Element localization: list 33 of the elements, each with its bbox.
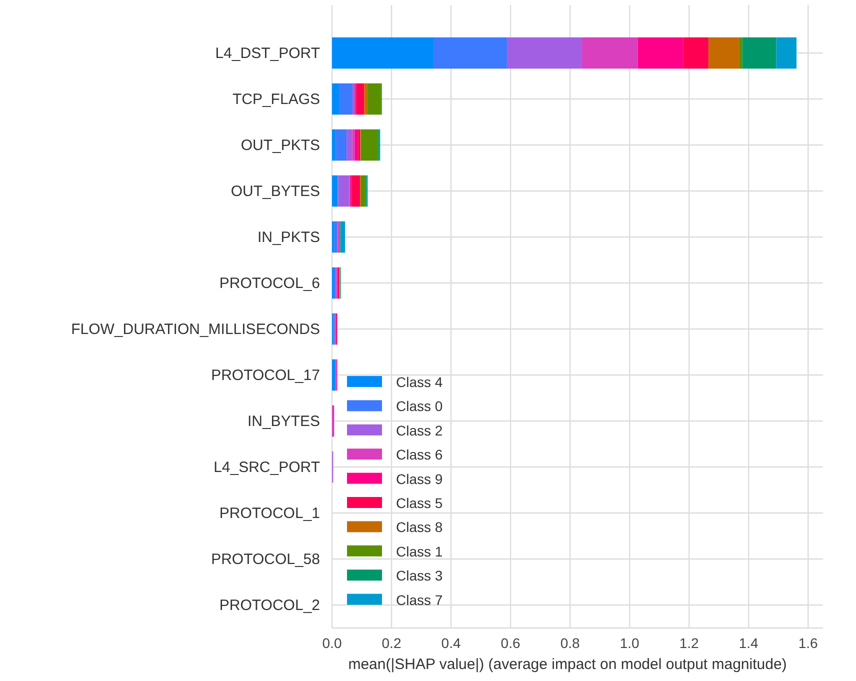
legend-label: Class 7: [396, 592, 443, 608]
y-tick-label: PROTOCOL_2: [219, 597, 320, 614]
x-tick-label: 0.0: [322, 635, 342, 651]
legend-label: Class 1: [396, 543, 443, 560]
y-tick-label: L4_SRC_PORT: [214, 459, 320, 476]
y-tick-label: L4_DST_PORT: [215, 45, 320, 62]
x-tick-label: 1.0: [620, 635, 640, 651]
x-tick-label: 0.2: [382, 635, 402, 651]
x-tick-label: 1.6: [798, 635, 818, 651]
x-axis-title: mean(|SHAP value|) (average impact on model output magnitude): [348, 656, 787, 673]
y-tick-label: PROTOCOL_17: [211, 367, 320, 384]
y-tick-label: PROTOCOL_1: [219, 505, 320, 522]
y-tick-label: TCP_FLAGS: [232, 91, 320, 108]
y-tick-label: PROTOCOL_6: [219, 275, 320, 292]
y-tick-label: IN_PKTS: [257, 229, 320, 246]
x-tick-label: 0.8: [560, 635, 580, 651]
x-tick-label: 1.2: [679, 635, 700, 651]
legend-label: Class 8: [396, 519, 443, 536]
legend-label: Class 3: [396, 568, 443, 584]
y-tick-label: PROTOCOL_58: [211, 551, 320, 568]
legend-label: Class 6: [396, 446, 443, 463]
legend-label: Class 4: [396, 374, 443, 390]
legend-label: Class 0: [396, 398, 443, 414]
legend-label: Class 9: [396, 470, 443, 487]
legend-label: Class 2: [396, 422, 443, 438]
x-tick-label: 1.4: [738, 635, 759, 651]
x-tick-label: 0.4: [441, 635, 461, 651]
y-tick-label: IN_BYTES: [247, 413, 320, 430]
y-tick-label: OUT_BYTES: [230, 183, 320, 200]
y-tick-label: OUT_PKTS: [240, 137, 320, 154]
x-tick-label: 0.6: [500, 635, 520, 651]
legend-label: Class 5: [396, 495, 443, 511]
y-tick-label: FLOW_DURATION_MILLISECONDS: [71, 321, 320, 338]
